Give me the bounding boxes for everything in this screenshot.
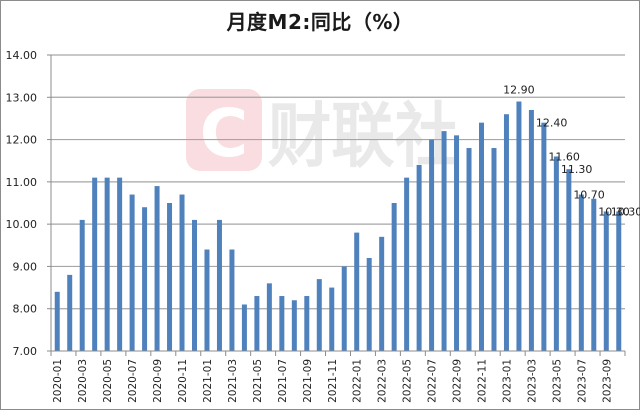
bar (266, 283, 272, 351)
watermark-logo-letter: C (200, 95, 248, 172)
y-tick-label: 8.00 (13, 303, 38, 316)
x-tick-label: 2021-01 (202, 359, 214, 403)
x-tick-label: 2023-05 (551, 359, 563, 403)
data-label: 10.30 (611, 205, 640, 218)
bar (516, 101, 522, 351)
bar (441, 131, 447, 351)
x-tick-label: 2021-11 (327, 359, 339, 403)
bar (204, 249, 210, 351)
chart-title: 月度M2:同比（%） (226, 10, 414, 34)
data-label: 12.90 (503, 84, 535, 97)
bar (416, 164, 422, 351)
bar (578, 194, 584, 351)
y-tick-label: 7.00 (13, 345, 38, 358)
bar (104, 177, 110, 351)
bar (167, 203, 173, 351)
bar (479, 122, 484, 352)
bar (391, 203, 397, 351)
x-tick-label: 2023-01 (501, 359, 513, 403)
x-tick-label: 2020-01 (52, 359, 64, 403)
bar (316, 279, 322, 351)
bar (92, 177, 98, 351)
bar (404, 177, 410, 351)
x-tick-label: 2023-07 (576, 359, 588, 403)
y-tick-label: 9.00 (13, 260, 38, 273)
x-tick-label: 2020-11 (177, 359, 189, 403)
watermark-logo-icon (186, 89, 262, 171)
x-tick-label: 2022-03 (377, 359, 389, 403)
y-tick-label: 10.00 (6, 218, 38, 231)
x-tick-label: 2020-05 (102, 359, 114, 403)
x-tick-label: 2022-11 (477, 359, 489, 403)
x-tick-label: 2022-09 (452, 359, 464, 403)
bar (341, 266, 347, 351)
x-tick-label: 2021-03 (227, 359, 239, 403)
watermark-text: 财联社 (268, 95, 458, 177)
bar (142, 207, 148, 351)
bar (279, 296, 285, 351)
data-label: 10.70 (573, 189, 605, 202)
data-label: 11.30 (561, 163, 593, 176)
bar (466, 148, 472, 351)
bar (354, 232, 360, 351)
bar (566, 169, 572, 351)
data-label: 12.40 (536, 117, 568, 130)
bar (254, 296, 260, 351)
bar (79, 219, 85, 351)
gridlines (51, 54, 625, 310)
bar (216, 219, 222, 351)
bar (503, 114, 509, 351)
bar (67, 274, 73, 351)
x-tick-label: 2020-09 (152, 359, 164, 403)
bar (117, 177, 123, 351)
y-tick-label: 13.00 (6, 91, 38, 104)
watermark: C 财联社 (186, 89, 458, 177)
x-tick-label: 2023-03 (526, 359, 538, 403)
bar (541, 122, 547, 352)
bar (553, 156, 559, 351)
bar (366, 257, 372, 351)
y-tick-label: 12.00 (6, 134, 38, 147)
bar (329, 287, 335, 351)
bar (454, 135, 460, 351)
bar (129, 194, 135, 351)
y-tick-label: 14.00 (6, 49, 38, 62)
bar (304, 296, 310, 351)
bar (616, 211, 622, 351)
x-tick-label: 2022-01 (352, 359, 364, 403)
bar (491, 148, 497, 351)
x-tick-label: 2021-07 (277, 359, 289, 403)
bar (179, 194, 185, 351)
bar (241, 304, 247, 351)
x-tick-label: 2022-07 (427, 359, 439, 403)
bar (528, 109, 534, 351)
x-tick-label: 2022-05 (402, 359, 414, 403)
bars (54, 101, 622, 352)
x-tick-label: 2020-07 (127, 359, 139, 403)
x-tick-label: 2020-03 (77, 359, 89, 403)
data-label: 10.30 (598, 205, 630, 218)
bar (229, 249, 235, 351)
x-tick-label: 2023-09 (601, 359, 613, 403)
bar (192, 219, 197, 351)
x-tick-label: 2021-05 (252, 359, 264, 403)
data-label: 11.60 (548, 150, 580, 163)
x-tick-label: 2021-09 (302, 359, 314, 403)
y-tick-label: 11.00 (6, 176, 38, 189)
x-axis: 2020-01 2020-03 2020-05 2020-07 2020-09 2020-… (50, 350, 626, 403)
bar (429, 139, 435, 351)
y-axis: 7.00 8.00 9.00 10.00 11.00 12.00 13.00 14.00 (6, 49, 52, 358)
bar (291, 300, 297, 351)
bar (379, 236, 385, 351)
bar (591, 198, 597, 351)
bar (603, 211, 609, 351)
bar (154, 186, 160, 351)
bar (54, 291, 60, 351)
